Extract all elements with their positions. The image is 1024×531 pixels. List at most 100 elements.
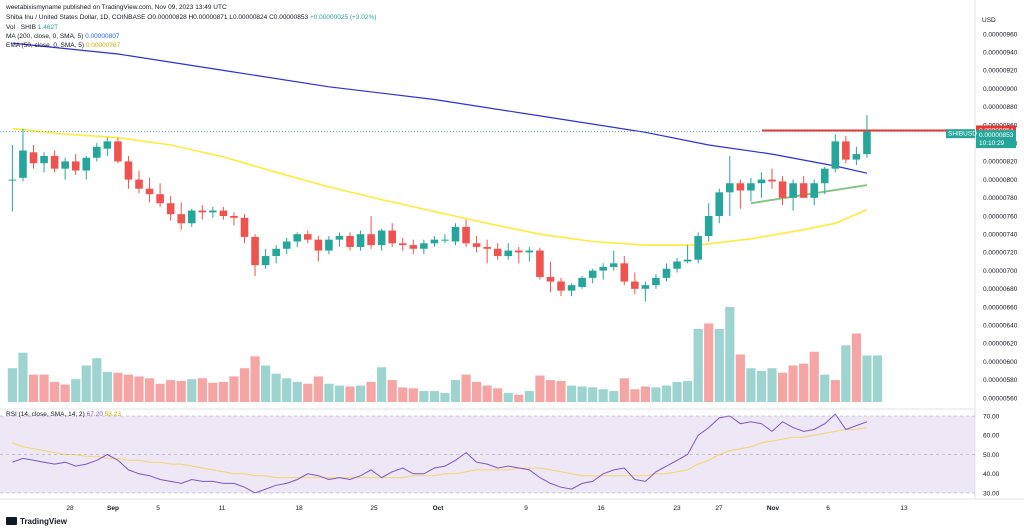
candle-up <box>652 277 660 286</box>
candle-down <box>768 179 776 182</box>
legend-change: +0.00000025 (+3.02%) <box>309 14 377 21</box>
candle-up <box>282 241 291 249</box>
rsi-tick-label: 70.00 <box>983 413 1000 420</box>
candle-down <box>124 161 133 180</box>
volume-bar <box>92 358 102 402</box>
volume-bar <box>693 328 703 402</box>
candle-up <box>831 141 840 169</box>
volume-bar <box>630 389 640 402</box>
time-tick-label: 25 <box>370 505 378 512</box>
price-tick-label: 0.00000900 <box>983 86 1018 93</box>
candle-down <box>409 245 418 249</box>
time-tick-label: Sep <box>107 505 119 512</box>
candle-up <box>40 155 48 164</box>
volume-bar <box>756 370 767 402</box>
candle-up <box>441 239 449 241</box>
volume-bar <box>303 383 313 402</box>
volume-bar <box>746 368 756 402</box>
volume-bar <box>18 352 28 402</box>
candle-up <box>578 277 586 287</box>
last-price-tag <box>976 130 1016 149</box>
volume-bars <box>7 307 883 402</box>
ma-lines <box>0 42 975 246</box>
candle-up <box>504 250 513 257</box>
volume-bar <box>830 380 840 402</box>
candle-down <box>462 226 470 244</box>
axis-currency: USD <box>982 17 996 24</box>
candle-down <box>842 141 850 160</box>
price-tick-label: 0.00000560 <box>983 395 1018 402</box>
candle-up <box>61 161 69 169</box>
candle-down <box>50 155 59 169</box>
candle-down <box>29 152 38 164</box>
price-tick-label: 0.00000580 <box>983 377 1018 384</box>
candle-down <box>114 141 122 162</box>
volume-bar <box>292 381 302 402</box>
candle-up <box>19 150 27 178</box>
volume-bar <box>493 388 503 402</box>
legend-ema-value: 0.00000767 <box>85 42 121 49</box>
rsi-tick-label: 50.00 <box>983 452 1000 459</box>
candle-up <box>103 141 112 149</box>
volume-bar <box>7 368 17 402</box>
ma-200-line <box>12 42 868 174</box>
time-tick-label: 5 <box>156 505 160 512</box>
tradingview-logo[interactable]: TradingView <box>6 517 67 526</box>
candle-down <box>240 217 249 237</box>
candle-down <box>198 210 207 213</box>
time-tick-label: Oct <box>433 505 445 512</box>
volume-bar <box>239 368 250 402</box>
candle-up <box>261 256 270 266</box>
volume-bar <box>229 376 239 402</box>
legend-row-ma: MA (200, close, 0, SMA, 5) 0.00000807 <box>6 33 119 41</box>
volume-bar <box>609 391 619 402</box>
volume-bar <box>218 381 228 402</box>
rsi-tick-label: 40.00 <box>983 471 1000 478</box>
candle-down <box>398 243 407 246</box>
volume-bar <box>71 379 81 402</box>
volume-bar <box>50 381 60 402</box>
volume-bar <box>345 386 355 402</box>
candle-up <box>567 285 576 291</box>
candle-up <box>377 230 386 246</box>
volume-bar <box>60 384 70 402</box>
last-price-label: 0.00000853 <box>979 132 1014 139</box>
candle-up <box>683 259 692 262</box>
volume-bar <box>851 333 861 402</box>
candle-up <box>430 239 439 244</box>
volume-bar <box>28 374 39 402</box>
candle-down <box>631 281 639 289</box>
volume-bar <box>862 355 872 402</box>
volume-bar <box>704 323 714 402</box>
candle-down <box>367 234 375 246</box>
price-tick-label: 0.00000640 <box>983 323 1018 330</box>
volume-bar <box>144 378 155 402</box>
alert-price-tag <box>976 125 1016 135</box>
candle-down <box>219 210 228 216</box>
volume-bar <box>514 394 524 402</box>
volume-bar <box>566 385 577 402</box>
volume-bar <box>714 328 724 402</box>
legend-ma-value: 0.00000807 <box>85 33 120 40</box>
volume-bar <box>661 385 672 402</box>
candle-up <box>451 226 460 242</box>
candle-up <box>93 146 101 158</box>
candle-down <box>493 248 502 257</box>
candle-up <box>863 131 871 155</box>
volume-bar <box>366 381 376 402</box>
legend-ma-label: MA (200, close, 0, SMA, 5) <box>6 33 84 40</box>
legend-row-main: Shiba Inu / United States Dollar, 1D, CO… <box>6 14 376 22</box>
volume-bar <box>588 387 598 402</box>
volume-bar <box>640 386 650 402</box>
candle-down <box>388 230 396 244</box>
volume-bar <box>81 365 91 402</box>
candle-down <box>230 216 238 218</box>
candle-down <box>736 183 745 191</box>
candle-up <box>789 183 797 198</box>
candle-up <box>609 263 618 267</box>
volume-bar <box>197 378 207 402</box>
volume-bar <box>102 371 112 402</box>
legend-rsi-label: RSI (14, close, SMA, 14, 2) <box>6 411 85 418</box>
legend-ohlc: O0.00000828 H0.00000871 L0.00000824 C0.0… <box>147 14 309 21</box>
